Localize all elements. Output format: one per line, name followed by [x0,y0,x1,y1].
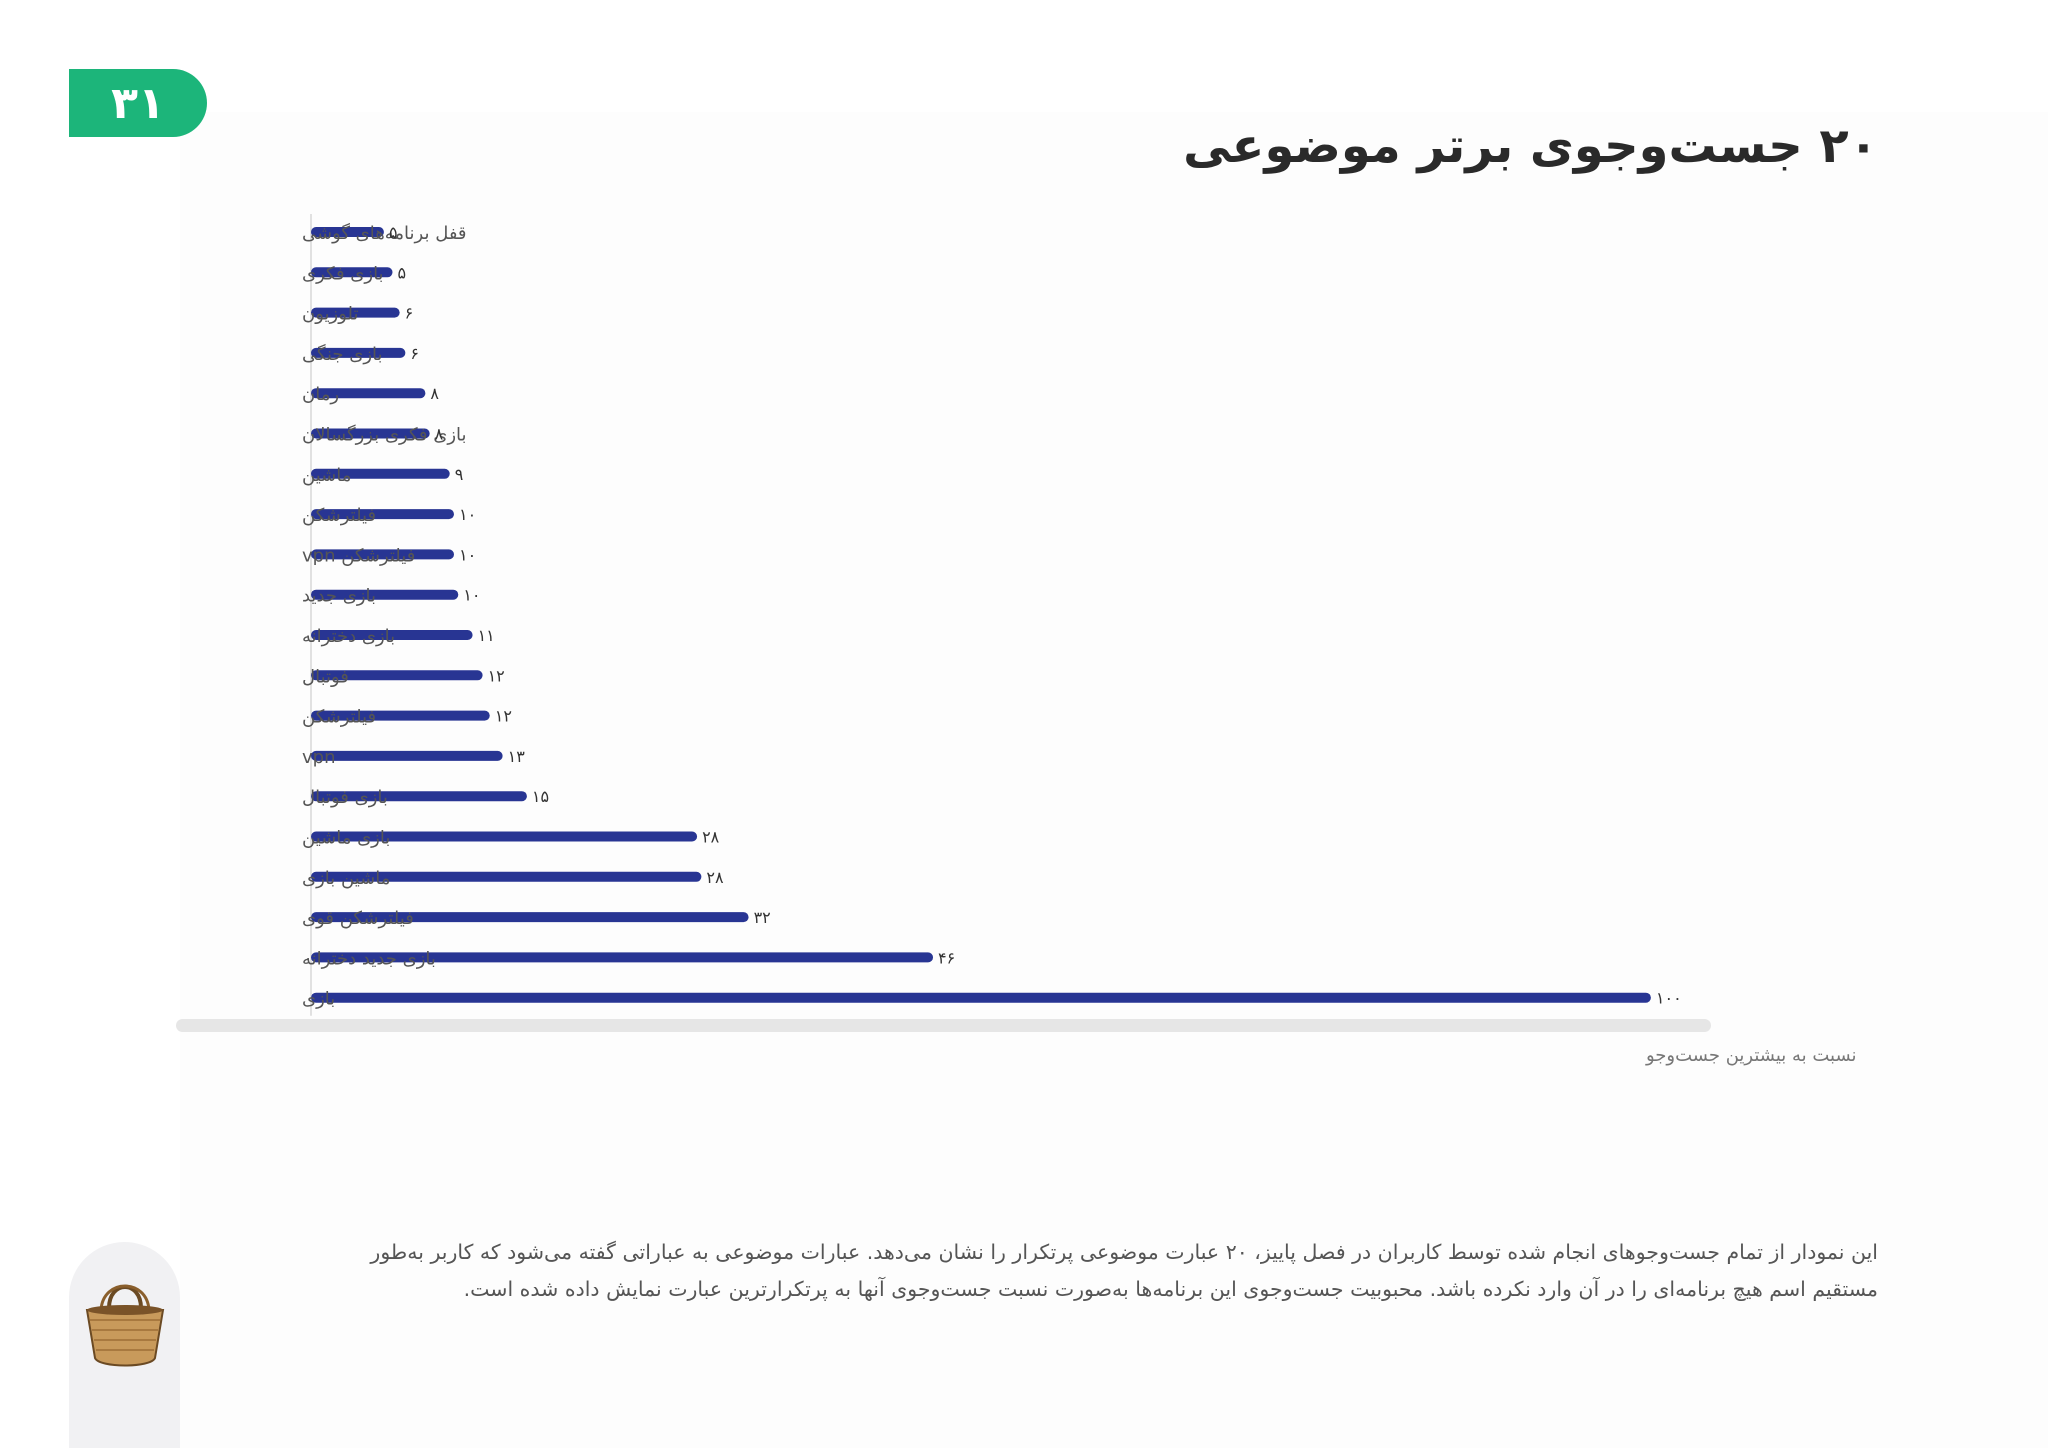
value-label: ۶ [405,304,414,323]
page-number-badge: ۳۱ [69,69,207,137]
value-label: ۱۲ [488,666,505,685]
category-label: ماشین بازی [302,868,390,889]
category-label: فیلترشکن vpn [302,545,415,566]
category-label: فیلترشکن [302,707,376,728]
category-label: بازی جدید دخترانه [302,948,436,969]
category-label: بازی دخترانه [302,626,395,647]
value-label: ۶ [410,344,419,363]
brand-tab [69,1242,180,1448]
value-label: ۸ [435,425,444,444]
value-label: ۱۱ [478,626,495,645]
value-label: ۱۳ [508,747,526,766]
value-label: ۱۰ [459,545,476,564]
category-label: بازی جدید [302,586,376,607]
content-panel [180,112,2048,1448]
page-title: ۲۰ جست‌وجوی برتر موضوعی [1183,118,1878,174]
category-label: بازی جنگی [302,343,383,365]
category-label: بازی فوتبال [302,787,388,808]
category-label: تلوزیون [302,304,359,325]
category-label: فوتبال [302,666,349,687]
category-label: ماشین [302,465,351,486]
value-label: ۱۰۰ [1656,989,1682,1008]
category-label: بازی [302,989,335,1010]
value-label: ۱۲ [495,707,512,726]
x-axis-track [176,1019,1711,1032]
value-label: ۱۰ [459,505,476,524]
x-axis-label: نسبت به بیشترین جست‌وجو [1645,1045,1857,1066]
value-label: ۱۵ [532,787,549,806]
category-label: vpn [302,747,336,768]
category-label: فیلترشکن قوی [302,908,414,929]
basket-icon [85,1284,165,1367]
value-label: ۹ [455,465,464,484]
category-label: رمان [302,384,339,405]
category-label: قفل برنامه‌های گوشی [302,222,467,244]
chart-footnote: این نمودار از تمام جست‌وجوهای انجام شده … [370,1240,1878,1301]
category-label: بازی فکری [302,263,384,284]
value-label: ۸ [430,384,439,403]
value-label: ۱۰ [463,586,480,605]
value-label: ۳۲ [754,908,771,927]
value-label: ۵ [398,263,407,282]
value-label: ۲۸ [706,868,724,887]
value-label: ۴۶ [938,948,955,967]
category-label: بازی ماشین [302,828,390,849]
value-label: ۵ [389,223,398,242]
category-label: بازی فکری بزرگسالان [302,424,467,446]
value-label: ۲۸ [702,828,720,847]
category-label: فیلترشکن [302,505,376,526]
